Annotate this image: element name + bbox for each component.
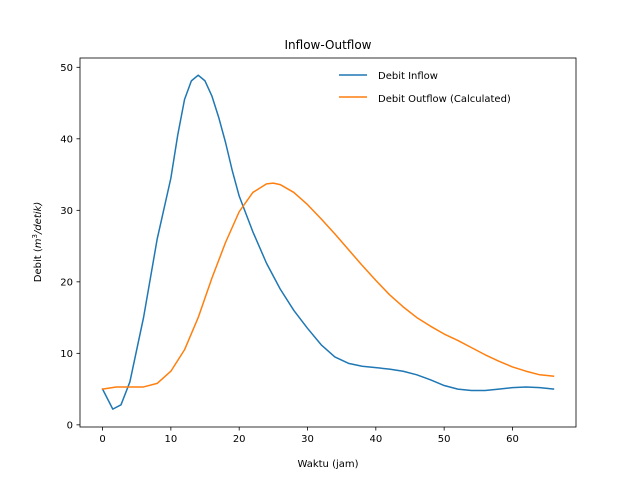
y-axis-label-exponent: 3	[31, 234, 39, 238]
x-tick-label: 20	[233, 434, 246, 445]
x-tick-label: 0	[99, 434, 105, 445]
legend: Debit Inflow Debit Outflow (Calculated)	[339, 71, 511, 105]
y-axis-label-unit: m	[33, 238, 44, 248]
series-line-outflow	[101, 182, 555, 390]
x-tick-label: 30	[301, 434, 314, 445]
series-layer	[101, 74, 555, 410]
x-tick-label: 50	[438, 434, 451, 445]
y-tick-label: 40	[60, 134, 73, 145]
y-axis-label-prefix: Debit (	[33, 248, 44, 282]
y-axis-label-suffix: /detik)	[33, 202, 44, 235]
chart-title: Inflow-Outflow	[285, 38, 372, 52]
y-tick-label: 20	[60, 277, 73, 288]
x-axis-label: Waktu (jam)	[297, 459, 358, 470]
y-tick-label: 30	[60, 206, 73, 217]
y-tick-label: 0	[67, 420, 73, 431]
x-tick-label: 40	[369, 434, 382, 445]
series-line-inflow	[101, 74, 555, 410]
y-tick-label: 50	[60, 63, 73, 74]
axes-frame	[79, 57, 577, 428]
y-tick-label: 10	[60, 349, 73, 360]
plot-area	[79, 57, 577, 428]
legend-label-outflow: Debit Outflow (Calculated)	[378, 94, 511, 105]
legend-label-inflow: Debit Inflow	[378, 71, 438, 82]
x-axis-ticks: 0 10 20 30 40 50 60	[99, 427, 519, 445]
x-tick-label: 10	[164, 434, 177, 445]
x-tick-label: 60	[506, 434, 519, 445]
y-axis-label: Debit (m3/detik)	[31, 202, 44, 282]
y-axis-ticks: 0 10 20 30 40 50	[60, 63, 80, 431]
